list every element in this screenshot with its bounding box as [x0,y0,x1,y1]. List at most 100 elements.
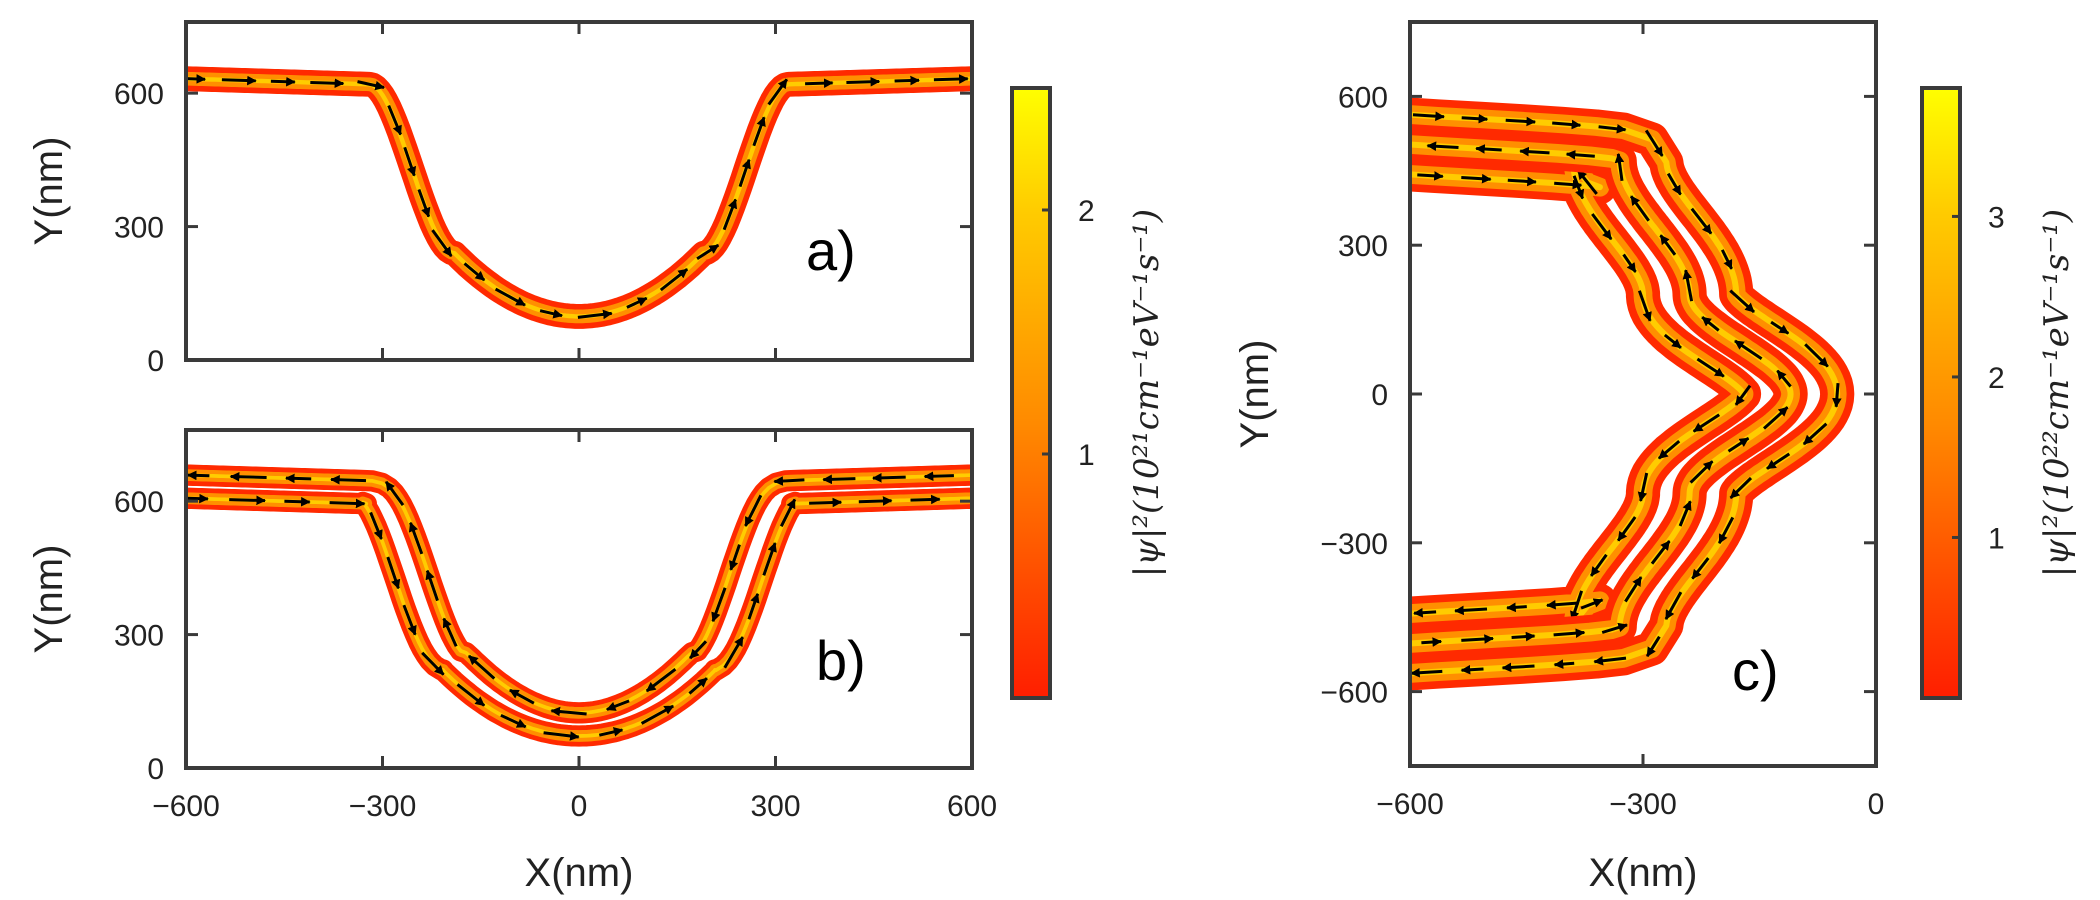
flow-arrow [752,116,766,147]
flow-arrow [1546,599,1579,610]
flow-arrow [1666,172,1682,196]
x-tick-label: 0 [571,790,588,823]
flow-arrow [369,511,383,540]
colorbar-2: 1 2 3 |ψ|²(10²²cm⁻¹eV⁻¹s⁻¹) [1920,86,2077,700]
flow-arrow [1572,175,1585,200]
flow-arrow [1335,138,1367,142]
x-tick-label: 600 [947,790,997,823]
flow-arrow [421,651,445,676]
x-tick-label: −300 [349,790,417,823]
flow-arrow [598,727,624,737]
x-tick-label: −600 [1376,788,1444,821]
flow-arrow [1475,144,1502,154]
flow-arrow [186,493,209,504]
flow-arrow [1501,662,1535,673]
flow-arrow [1287,627,1302,653]
flow-arrow [645,668,677,693]
flow-arrow [846,76,881,87]
flow-arrow [1553,628,1586,638]
flow-arrow [1289,139,1305,166]
flow-arrow [1593,656,1627,666]
flow-arrow [221,75,257,86]
flow-arrow [933,74,969,84]
panel-a-label: a) [806,219,856,282]
flow-arrow [403,146,417,177]
flow-arrow [1659,234,1677,256]
panel-c-label: c) [1732,639,1779,702]
y-tick-label: 0 [1371,379,1388,412]
flow-arrow [1696,357,1725,378]
flow-arrow [1645,635,1661,658]
colorbar-2-label: |ψ|²(10²²cm⁻¹eV⁻¹s⁻¹) [2037,209,2077,577]
panel-a-ticks: 0 300 600 [114,22,974,378]
y-tick-label: −600 [1320,677,1388,710]
flow-arrow [186,74,207,84]
flow-arrow [402,604,417,636]
flow-arrow [747,592,760,620]
flow-arrow [1691,557,1710,580]
y-tick-label: 600 [114,78,164,111]
flow-arrow [805,78,834,88]
flow-arrow [1690,207,1713,235]
flow-arrow [1505,116,1537,127]
flow-arrow [626,296,648,309]
panel-a: 0 300 600 Y(nm) a) [27,20,974,378]
y-tick-label: 300 [114,620,164,653]
flow-arrow [1591,213,1613,241]
flow-arrow [779,498,797,527]
flow-arrow [1629,195,1650,222]
arrow-row-1 [186,74,969,320]
flow-arrow [910,494,941,505]
flow-arrow [1580,598,1604,610]
y-tick-label: 300 [1338,230,1388,263]
flow-arrow [1637,290,1652,322]
flow-arrow [1589,553,1608,577]
arrow-row-3 [1410,111,1842,678]
flow-arrow [1461,113,1489,124]
flow-arrow [711,587,727,623]
flow-arrow [1729,289,1756,314]
flow-arrow [186,470,210,481]
y-tick-label: −300 [1320,528,1388,561]
flow-arrow [285,473,312,484]
flow-arrow [1734,384,1752,406]
colorbar-tick-label: 2 [1078,195,1095,228]
panel-c-plot-area [1287,97,1855,691]
flow-arrow [1729,476,1753,499]
flow-arrow [1461,634,1494,644]
flow-arrow [577,309,613,320]
panel-b-ticks: −600 −300 0 300 600 0 300 600 [114,430,997,823]
flow-arrow [1417,171,1444,181]
colorbar-1-gradient [1010,86,1052,700]
flow-arrow [688,677,708,695]
x-tick-label: −300 [1609,788,1677,821]
flow-arrow [1727,436,1750,453]
flow-arrow [696,243,720,261]
flow-arrow [509,688,535,705]
panel-b-plot-area [186,464,972,747]
colorbar-1-ticks: 12 [1042,195,1095,472]
flow-arrow [1663,333,1682,349]
flow-arrow [1701,316,1720,332]
flow-arrow [1622,253,1637,273]
colorbar-2-ticks: 1 2 3 [1952,201,2005,555]
colorbar-tick-label: 1 [1078,439,1095,472]
flow-arrow [1678,500,1692,527]
flow-arrow [1511,631,1536,642]
edge-channel-1-mid [186,492,972,742]
x-tick-label: 300 [750,790,800,823]
flow-arrow [1386,143,1408,144]
flow-arrow [431,229,453,257]
flow-arrow [270,76,296,87]
flow-arrow [408,521,424,555]
panel-b-xlabel: X(nm) [525,851,634,895]
flow-arrow [1460,664,1484,675]
flow-arrow [1552,119,1582,130]
flow-arrow [1364,615,1395,617]
flow-arrow [467,654,496,680]
flow-arrow [872,473,906,483]
flow-arrow [494,287,526,307]
flow-arrow [1410,667,1443,678]
flow-arrow [689,640,708,660]
